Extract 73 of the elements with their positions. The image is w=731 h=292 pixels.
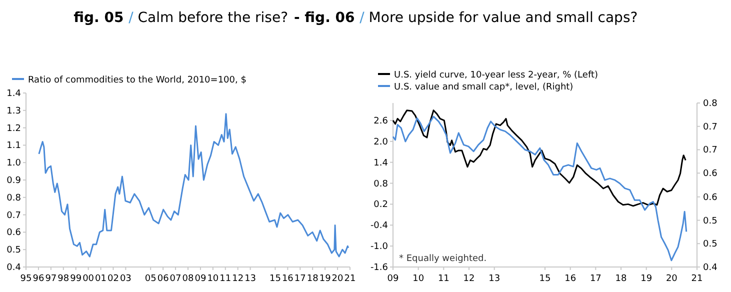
x-tick-label: 11 xyxy=(438,274,450,284)
x-tick-label: 13 xyxy=(488,274,500,284)
x-tick-label: 17 xyxy=(590,274,602,284)
x-tick-label: 97 xyxy=(45,274,57,284)
y2-tick-label: 0.8 xyxy=(703,99,718,109)
x-tick-label: 03 xyxy=(120,274,132,284)
x-tick-label: 01 xyxy=(95,274,106,284)
y2-tick-label: 0.7 xyxy=(703,146,718,156)
y-tick-label: 2.6 xyxy=(374,116,388,126)
y-tick-label: 0.8 xyxy=(374,179,388,190)
chart-title: - fig. 06 / More upside for value and small caps? xyxy=(294,10,638,26)
x-tick-label: 15 xyxy=(539,274,551,284)
x-tick-label: 15 xyxy=(270,274,281,284)
x-tick-label: 17 xyxy=(294,274,306,284)
x-tick-label: 00 xyxy=(82,274,94,284)
y-tick-label: 0.7 xyxy=(6,210,21,221)
line-series xyxy=(38,113,350,258)
x-tick-label: 18 xyxy=(615,274,627,284)
line-series xyxy=(392,116,688,262)
x-tick-label: 16 xyxy=(564,274,576,284)
x-tick-label: 06 xyxy=(157,274,170,284)
y2-tick-label: 0.6 xyxy=(703,169,718,180)
legend-label: U.S. yield curve, 10-year less 2-year, % (Left) xyxy=(394,70,598,80)
x-tick-label: 18 xyxy=(306,274,319,284)
y2-tick-label: 0.4 xyxy=(703,263,718,273)
y-tick-label: 1.2 xyxy=(6,124,21,134)
y-tick-label: -1.0 xyxy=(370,242,388,252)
x-tick-label: 19 xyxy=(640,274,652,284)
y-tick-label: 1.3 xyxy=(6,106,21,116)
x-tick-label: 09 xyxy=(387,274,399,284)
y-tick-label: 0.5 xyxy=(6,246,21,256)
y-tick-label: 1.1 xyxy=(6,141,21,152)
x-tick-label: 21 xyxy=(691,274,703,284)
x-tick-label: 09 xyxy=(194,274,206,284)
x-tick-label: 19 xyxy=(319,274,332,284)
x-tick-label: 02 xyxy=(108,274,119,284)
x-tick-label: 11 xyxy=(220,274,232,284)
y-tick-label: 2.0 xyxy=(374,137,388,148)
y-tick-label: 1.4 xyxy=(374,158,388,168)
x-tick-label: 95 xyxy=(20,274,32,284)
x-tick-label: 16 xyxy=(282,274,294,284)
chart-title: fig. 05 / Calm before the rise? xyxy=(74,10,288,26)
y-tick-label: 0.6 xyxy=(6,228,22,238)
y-tick-label: 1.0 xyxy=(6,158,22,169)
x-tick-label: 10 xyxy=(207,274,219,284)
y2-tick-label: 0.7 xyxy=(703,122,718,132)
x-tick-label: 07 xyxy=(170,274,182,284)
x-tick-label: 10 xyxy=(412,274,424,284)
y-tick-label: 1.4 xyxy=(6,89,22,99)
x-tick-label: 20 xyxy=(332,274,344,284)
legend-label: U.S. value and small cap*, level, (Right) xyxy=(394,82,574,92)
x-tick-label: 08 xyxy=(182,274,194,284)
y-tick-label: 0.4 xyxy=(6,263,22,273)
y2-tick-label: 0.5 xyxy=(703,240,718,250)
y-tick-label: 0.2 xyxy=(374,200,388,210)
y2-tick-label: 0.5 xyxy=(703,216,718,226)
line-series xyxy=(392,110,686,207)
y-tick-label: 0.9 xyxy=(6,176,22,186)
legend-label: Ratio of commodities to the World, 2010=100, $ xyxy=(28,76,246,86)
x-tick-label: 20 xyxy=(666,274,678,284)
x-tick-label: 21 xyxy=(344,274,356,284)
x-tick-label: 96 xyxy=(32,274,44,284)
y-tick-label: 0.8 xyxy=(6,193,22,204)
x-tick-label: 05 xyxy=(144,274,156,284)
annotation: * Equally weighted. xyxy=(399,254,487,264)
x-tick-label: 12 xyxy=(232,274,244,284)
x-tick-label: 99 xyxy=(70,274,82,284)
x-tick-label: 13 xyxy=(244,274,256,284)
y-tick-label: -1.6 xyxy=(370,263,388,273)
x-tick-label: 12 xyxy=(463,274,475,284)
x-tick-label: 98 xyxy=(58,274,70,284)
y-tick-label: -0.4 xyxy=(370,221,388,232)
y2-tick-label: 0.6 xyxy=(703,192,718,203)
